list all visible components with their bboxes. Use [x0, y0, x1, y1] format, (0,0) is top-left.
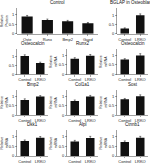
svg-text:Control: Control: [68, 159, 81, 163]
svg-text:0: 0: [62, 113, 65, 118]
svg-text:Control: Control: [68, 118, 81, 123]
svg-text:RelativemRNA: RelativemRNA: [99, 55, 108, 68]
svg-text:LRKO: LRKO: [135, 118, 146, 123]
svg-text:1: 1: [12, 134, 15, 139]
svg-text:1: 1: [112, 94, 115, 99]
svg-text:0: 0: [112, 113, 115, 118]
svg-text:LRKO: LRKO: [135, 77, 146, 82]
svg-text:Sost: Sost: [128, 82, 138, 87]
svg-text:LRKO: LRKO: [135, 37, 146, 42]
svg-text:0.5: 0.5: [9, 63, 15, 68]
svg-text:1: 1: [112, 13, 115, 18]
svg-text:0: 0: [12, 72, 15, 77]
svg-text:1: 1: [12, 54, 15, 59]
svg-text:1: 1: [62, 53, 65, 58]
svg-text:RelativemRNA: RelativemRNA: [0, 137, 9, 150]
svg-text:LRKO: LRKO: [35, 159, 46, 163]
svg-text:Control: Control: [18, 77, 31, 82]
svg-text:LRKO: LRKO: [85, 77, 96, 82]
svg-text:0: 0: [12, 153, 15, 158]
svg-text:Control: Control: [118, 77, 131, 82]
svg-text:0.5: 0.5: [109, 144, 115, 149]
svg-text:Osteocalcin: Osteocalcin: [121, 41, 145, 46]
svg-text:RelativeProtein: RelativeProtein: [0, 15, 9, 28]
svg-text:1: 1: [62, 94, 65, 99]
svg-text:0.5: 0.5: [9, 22, 15, 27]
svg-text:1: 1: [112, 53, 115, 58]
svg-text:0.5: 0.5: [59, 144, 65, 149]
svg-text:Alpl: Alpl: [79, 122, 87, 127]
svg-text:0: 0: [112, 153, 115, 158]
svg-text:Gapd: Gapd: [83, 37, 93, 42]
svg-text:LRKO: LRKO: [35, 77, 46, 82]
svg-text:LRKO: LRKO: [35, 118, 46, 123]
svg-text:Bmp2: Bmp2: [62, 37, 73, 42]
svg-text:Oste: Oste: [23, 37, 32, 42]
svg-text:0: 0: [112, 31, 115, 36]
svg-text:RelativemRNA: RelativemRNA: [49, 96, 58, 109]
svg-text:0.5: 0.5: [9, 144, 15, 149]
svg-text:0: 0: [62, 153, 65, 158]
svg-text:RelativemRNA: RelativemRNA: [49, 137, 58, 150]
svg-text:Control: Control: [18, 118, 31, 123]
svg-text:RelativemRNA: RelativemRNA: [99, 137, 108, 150]
svg-text:Control: Control: [118, 37, 131, 42]
svg-text:0.5: 0.5: [59, 62, 65, 67]
svg-text:0.5: 0.5: [109, 62, 115, 67]
svg-text:Col1a1: Col1a1: [75, 82, 90, 87]
svg-text:0: 0: [112, 72, 115, 77]
svg-text:0: 0: [12, 113, 15, 118]
svg-text:Control: Control: [18, 159, 31, 163]
svg-text:1: 1: [62, 134, 65, 139]
svg-text:1: 1: [12, 94, 15, 99]
svg-text:LRKO: LRKO: [85, 118, 96, 123]
svg-text:RelativemRNA: RelativemRNA: [99, 96, 108, 109]
svg-text:RelativemRNA: RelativemRNA: [0, 96, 9, 109]
svg-text:Control: Control: [118, 159, 131, 163]
svg-text:Osteocalcin: Osteocalcin: [21, 41, 45, 46]
svg-text:0.5: 0.5: [109, 22, 115, 27]
svg-text:1: 1: [112, 134, 115, 139]
svg-text:Runx2: Runx2: [76, 41, 90, 46]
svg-text:RelativemRNA: RelativemRNA: [49, 55, 58, 68]
svg-text:1: 1: [12, 12, 15, 17]
svg-text:Dkk1: Dkk1: [27, 122, 38, 127]
svg-text:Control: Control: [50, 0, 65, 5]
svg-text:0: 0: [12, 31, 15, 36]
svg-text:LRKO: LRKO: [135, 159, 146, 163]
svg-text:Runx: Runx: [43, 37, 52, 42]
svg-text:LRKO: LRKO: [85, 159, 96, 163]
svg-text:Control: Control: [118, 118, 131, 123]
svg-text:Control: Control: [68, 77, 81, 82]
svg-text:BGLAP in Osteoblasts: BGLAP in Osteoblasts: [110, 0, 150, 5]
svg-text:0.5: 0.5: [9, 103, 15, 108]
svg-text:0: 0: [62, 72, 65, 77]
svg-text:0.5: 0.5: [59, 103, 65, 108]
svg-text:0.5: 0.5: [109, 103, 115, 108]
svg-text:Bmp2: Bmp2: [27, 82, 39, 87]
svg-text:Ctnnb1: Ctnnb1: [125, 122, 140, 127]
